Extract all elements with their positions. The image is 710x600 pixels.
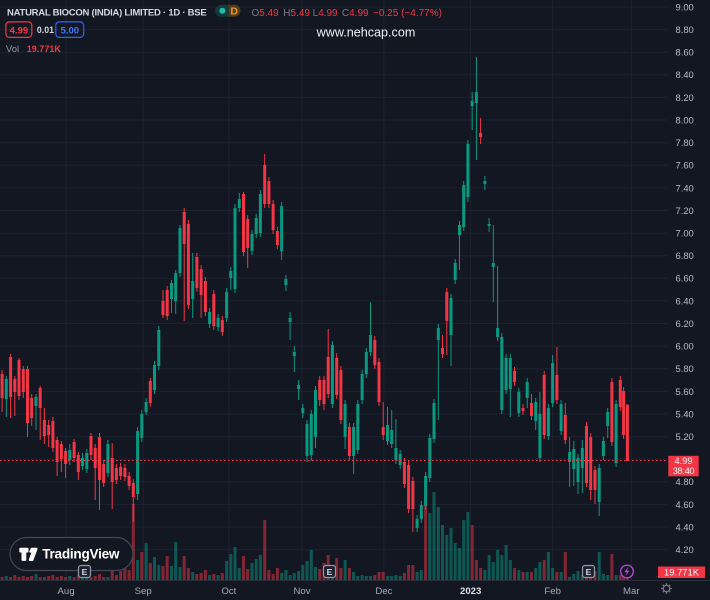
svg-text:L4.99: L4.99 [313,8,338,19]
svg-text:4.99: 4.99 [675,456,693,466]
svg-text:7.80: 7.80 [676,137,694,148]
svg-text:4.80: 4.80 [676,476,694,487]
svg-text:4.40: 4.40 [676,521,694,532]
svg-text:6.80: 6.80 [676,250,694,261]
svg-text:7.20: 7.20 [676,205,694,216]
svg-text:4.20: 4.20 [676,544,694,555]
svg-text:7.00: 7.00 [676,228,694,239]
svg-text:O5.49: O5.49 [252,8,280,19]
svg-text:Sep: Sep [135,586,152,597]
svg-text:8.40: 8.40 [676,69,694,80]
svg-text:8.80: 8.80 [676,24,694,35]
svg-text:7.60: 7.60 [676,160,694,171]
svg-text:6.00: 6.00 [676,341,694,352]
svg-text:Mar: Mar [623,586,640,597]
svg-text:Nov: Nov [293,586,310,597]
svg-text:NATURAL BIOCON (INDIA) LIMITED: NATURAL BIOCON (INDIA) LIMITED · 1D · BS… [7,8,206,19]
svg-text:5.20: 5.20 [676,431,694,442]
svg-text:8.00: 8.00 [676,114,694,125]
svg-text:19.771K: 19.771K [664,566,700,577]
svg-text:Vol: Vol [6,44,19,55]
svg-text:5.40: 5.40 [676,408,694,419]
svg-text:7.40: 7.40 [676,182,694,193]
svg-text:4.99: 4.99 [10,25,29,36]
svg-text:5.80: 5.80 [676,363,694,374]
svg-text:Oct: Oct [221,586,236,597]
svg-text:9.00: 9.00 [676,1,694,12]
svg-text:Aug: Aug [57,586,74,597]
svg-text:2023: 2023 [460,586,481,597]
svg-text:5.00: 5.00 [61,25,80,36]
svg-text:19.771K: 19.771K [27,44,62,54]
svg-text:6.60: 6.60 [676,273,694,284]
svg-text:6.40: 6.40 [676,295,694,306]
svg-text:Dec: Dec [375,586,392,597]
svg-text:6.20: 6.20 [676,318,694,329]
svg-text:0.01: 0.01 [37,25,54,35]
svg-text:4.60: 4.60 [676,499,694,510]
svg-text:E: E [327,567,333,577]
svg-text:8.60: 8.60 [676,47,694,58]
svg-text:TradingView: TradingView [42,547,120,562]
svg-text:E: E [82,567,88,577]
svg-text:H5.49: H5.49 [283,8,310,19]
svg-text:38:40: 38:40 [673,466,695,476]
svg-text:Feb: Feb [544,586,561,597]
svg-text:−0.25 (−4.77%): −0.25 (−4.77%) [373,8,442,19]
svg-text:C4.99: C4.99 [342,8,369,19]
svg-text:D: D [230,6,238,18]
svg-text:E: E [586,567,592,577]
svg-text:www.nehcap.com: www.nehcap.com [316,25,416,39]
svg-text:5.60: 5.60 [676,386,694,397]
svg-text:8.20: 8.20 [676,92,694,103]
